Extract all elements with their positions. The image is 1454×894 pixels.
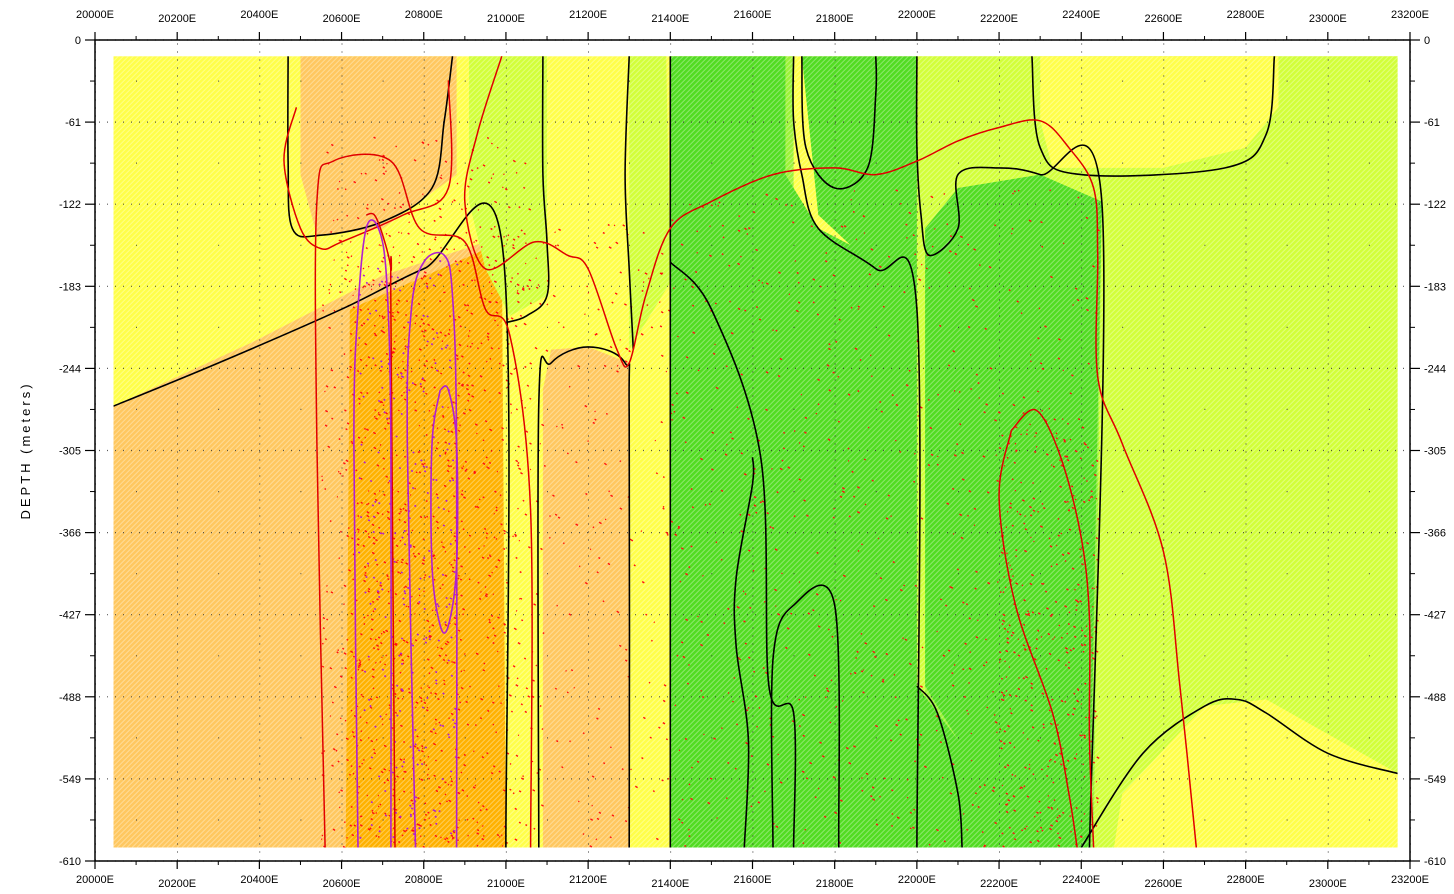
x-tick-label-bottom: 22200E <box>980 878 1018 890</box>
y-tick-label-right: -488 <box>1424 692 1446 704</box>
magenta-stipple <box>357 254 459 842</box>
black-contour <box>916 685 963 848</box>
y-tick-label-right: -61 <box>1424 117 1440 129</box>
x-tick-label-top: 21400E <box>651 13 689 25</box>
x-tick-label-top: 22000E <box>898 9 936 21</box>
region-orange <box>542 346 630 848</box>
region-green <box>801 56 917 310</box>
region-yellow <box>1040 56 1279 168</box>
magenta-contour <box>353 219 393 848</box>
y-tick-label-right: -305 <box>1424 446 1446 458</box>
region-yellow-green <box>469 56 547 316</box>
red-contour <box>366 212 396 848</box>
black-contour <box>1080 697 1398 848</box>
x-tick-label-top: 22200E <box>980 13 1018 25</box>
x-tick-label-bottom: 22600E <box>1144 878 1182 890</box>
y-tick-label-right: -122 <box>1424 199 1446 211</box>
x-tick-label-top: 22600E <box>1144 13 1182 25</box>
red-contour <box>283 80 453 251</box>
black-contour <box>287 56 454 238</box>
region-orange <box>300 56 457 236</box>
x-tick-label-bottom: 23000E <box>1309 878 1347 890</box>
red-contour <box>463 56 1198 848</box>
black-contour <box>733 457 755 848</box>
x-tick-label-bottom: 20800E <box>405 874 443 886</box>
x-tick-label-bottom: 21600E <box>734 874 772 886</box>
y-tick-label-left: -305 <box>59 446 81 458</box>
x-tick-label-top: 23000E <box>1309 13 1347 25</box>
red-contour <box>314 153 533 848</box>
red-stipple <box>320 136 1101 848</box>
x-tick-label-bottom: 20600E <box>323 878 361 890</box>
x-tick-label-top: 22800E <box>1227 9 1265 21</box>
y-tick-label-left: -366 <box>59 528 81 540</box>
black-contour <box>801 56 878 190</box>
x-tick-label-top: 20000E <box>76 9 114 21</box>
y-tick-label-right: -366 <box>1424 528 1446 540</box>
black-contour <box>113 202 510 848</box>
y-tick-label-left: -427 <box>59 610 81 622</box>
x-tick-label-bottom: 20000E <box>76 874 114 886</box>
x-tick-label-bottom: 22000E <box>898 874 936 886</box>
x-tick-label-bottom: 21800E <box>816 878 854 890</box>
black-contour <box>792 56 921 848</box>
y-tick-label-right: -610 <box>1424 856 1446 868</box>
y-tick-label-right: -549 <box>1424 774 1446 786</box>
x-tick-label-bottom: 22800E <box>1227 874 1265 886</box>
x-tick-label-bottom: 21000E <box>487 878 525 890</box>
region-green <box>925 174 1102 848</box>
contour-lines <box>113 56 1398 848</box>
y-tick-label-left: -488 <box>59 692 81 704</box>
black-contour <box>770 584 841 848</box>
black-contour <box>1031 56 1276 177</box>
x-tick-label-top: 22400E <box>1062 9 1100 21</box>
y-tick-label-left: 0 <box>75 35 81 47</box>
x-tick-label-top: 20400E <box>240 9 278 21</box>
x-tick-label-bottom: 20400E <box>240 874 278 886</box>
black-contour <box>669 261 797 848</box>
y-tick-label-right: -183 <box>1424 281 1446 293</box>
red-contour <box>1010 408 1095 848</box>
y-tick-label-left: -183 <box>59 281 81 293</box>
y-tick-label-right: -427 <box>1424 610 1446 622</box>
x-tick-label-top: 21200E <box>569 9 607 21</box>
y-tick-label-right: 0 <box>1424 35 1430 47</box>
region-orange-dark <box>345 241 506 848</box>
black-contour <box>915 56 1105 848</box>
magenta-contour <box>430 385 459 634</box>
x-tick-label-bottom: 21400E <box>651 878 689 890</box>
x-tick-label-bottom: 23200E <box>1391 874 1429 886</box>
x-tick-label-bottom: 21200E <box>569 874 607 886</box>
region-green <box>670 56 958 848</box>
y-tick-label-left: -549 <box>59 774 81 786</box>
red-contour <box>998 430 1078 848</box>
black-contour <box>624 56 635 350</box>
x-tick-label-bottom: 22400E <box>1062 874 1100 886</box>
x-tick-label-top: 20800E <box>405 9 443 21</box>
y-tick-label-left: -244 <box>59 363 81 375</box>
x-tick-label-top: 21000E <box>487 13 525 25</box>
black-contour <box>537 346 631 848</box>
color-regions <box>113 56 1398 848</box>
y-axis-title: DEPTH (meters) <box>18 381 33 519</box>
region-yellow-green <box>629 56 671 350</box>
x-tick-label-top: 21600E <box>734 9 772 21</box>
y-tick-label-left: -61 <box>65 117 81 129</box>
x-tick-label-top: 20600E <box>323 13 361 25</box>
x-tick-label-bottom: 20200E <box>158 878 196 890</box>
y-tick-label-left: -122 <box>59 199 81 211</box>
stipple-markers <box>320 136 1101 848</box>
black-contour <box>505 56 550 324</box>
x-tick-label-top: 23200E <box>1391 9 1429 21</box>
y-tick-label-right: -244 <box>1424 363 1446 375</box>
axes: 20000E 20000E 20200E 20200E 20400E 20400E 2060… <box>59 9 1446 890</box>
x-tick-label-top: 21800E <box>816 13 854 25</box>
y-tick-label-left: -610 <box>59 856 81 868</box>
x-tick-label-top: 20200E <box>158 13 196 25</box>
